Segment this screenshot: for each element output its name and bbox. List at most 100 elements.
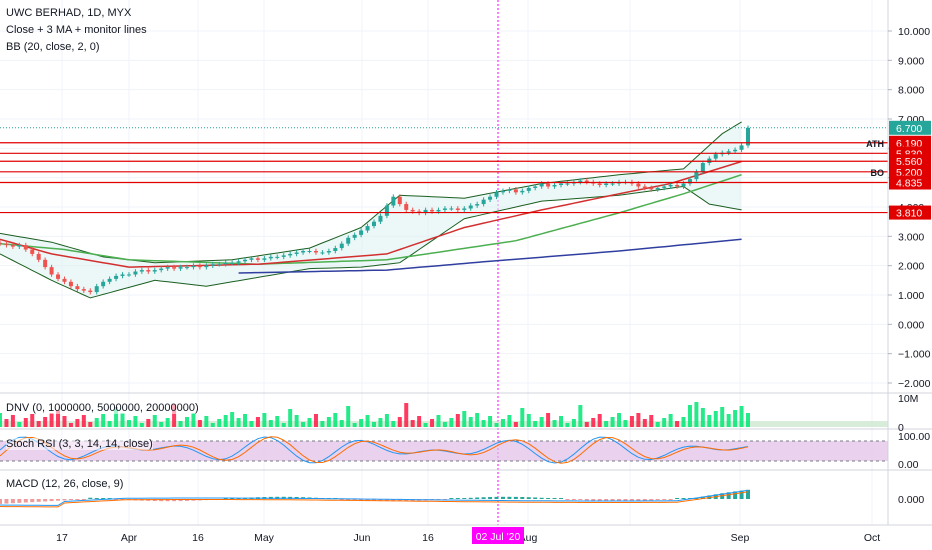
volume-bar: [384, 414, 389, 427]
bb-legend[interactable]: BB (20, close, 2, 0): [6, 41, 100, 53]
volume-bar: [578, 405, 583, 427]
volume-bar: [191, 413, 196, 427]
volume-bar: [62, 416, 67, 427]
macd-histogram-bar: [56, 499, 61, 501]
macd-histogram-bar: [681, 498, 686, 499]
candle-body: [30, 249, 35, 254]
candle-body: [733, 149, 738, 152]
candle-body: [552, 185, 557, 187]
price-tick-label: −1.000: [898, 349, 931, 361]
monitor-line-price-label-bg: [889, 175, 931, 190]
monitor-line-price-label: 3.810: [896, 208, 922, 220]
price-tick-label: 10.000: [898, 26, 930, 38]
candle-body: [36, 253, 41, 260]
candle-body: [68, 281, 73, 287]
stoch-rsi-legend[interactable]: Stoch RSI (3, 3, 14, 14, close): [6, 438, 153, 450]
volume-bar: [494, 423, 499, 427]
volume-bar: [455, 414, 460, 427]
macd-histogram-bar: [546, 498, 551, 499]
macd-histogram-bar: [359, 499, 364, 501]
macd-histogram-bar: [507, 496, 512, 499]
price-tick-label: 2.000: [898, 261, 924, 273]
volume-bar: [617, 413, 622, 427]
volume-bar: [707, 415, 712, 427]
candle-body: [81, 289, 86, 291]
ma-red-line: [0, 160, 742, 268]
volume-bar: [668, 414, 673, 427]
macd-histogram-bar: [591, 499, 596, 501]
candle-body: [475, 204, 480, 206]
candle-body: [372, 221, 376, 227]
macd-legend[interactable]: MACD (12, 26, close, 9): [6, 478, 124, 490]
macd-histogram-bar: [391, 499, 396, 502]
volume-bar: [243, 414, 248, 427]
volume-bar: [346, 406, 351, 427]
volume-bar: [423, 423, 428, 427]
volume-bar: [4, 419, 9, 427]
volume-bar: [236, 418, 241, 427]
candle-body: [255, 258, 260, 260]
candle-body: [236, 261, 241, 263]
candle-body: [746, 127, 750, 146]
candle-body: [94, 286, 99, 293]
candle-body: [539, 183, 544, 187]
volume-bar: [391, 421, 396, 427]
volume-bar: [642, 419, 647, 427]
macd-histogram-bar: [36, 499, 41, 502]
monitor-line-price-label: 4.835: [896, 178, 922, 190]
volume-bar: [507, 415, 512, 427]
macd-histogram-bar: [700, 496, 705, 499]
macd-histogram-bar: [372, 499, 376, 501]
stoch-axis-label: 0.00: [898, 459, 919, 471]
volume-bar: [687, 405, 692, 427]
macd-histogram-bar: [629, 499, 634, 502]
candle-body: [165, 267, 170, 269]
macd-histogram-bar: [172, 499, 177, 502]
candle-body: [217, 264, 222, 266]
volume-bar: [430, 419, 435, 427]
candle-body: [120, 274, 125, 276]
volume-bar: [68, 423, 73, 427]
volume-bar: [604, 421, 609, 427]
time-axis-label: May: [254, 532, 275, 544]
monitor-line-tag: BO: [871, 168, 885, 178]
volume-bar: [520, 408, 525, 427]
volume-bar: [629, 416, 634, 427]
candle-body: [210, 264, 215, 266]
ma-legend[interactable]: Close + 3 MA + monitor lines: [6, 24, 147, 36]
volume-bar: [720, 407, 725, 427]
monitor-lines: ATH BO: [0, 127, 888, 214]
volume-bar: [655, 422, 660, 427]
macd-histogram-bar: [739, 490, 744, 499]
volume-bar: [294, 415, 299, 427]
macd-histogram-bar: [526, 497, 531, 499]
candle-body: [430, 209, 435, 212]
macd-histogram-bar: [352, 499, 357, 501]
candle-body: [0, 242, 2, 244]
ma-green-line: [0, 173, 742, 265]
volume-bar: [359, 419, 364, 427]
time-axis-label: Jun: [354, 532, 371, 544]
macd-signal-line: [0, 491, 749, 508]
chart-symbol-title[interactable]: UWC BERHAD, 1D, MYX: [6, 7, 132, 19]
volume-bar: [197, 420, 202, 427]
candle-body: [4, 243, 9, 246]
volume-bar: [159, 422, 164, 427]
candle-body: [197, 265, 202, 268]
volume-legend[interactable]: DNV (0, 1000000, 5000000, 20000000): [6, 402, 199, 414]
date-marker-label: 02 Jul '20: [476, 531, 521, 543]
volume-bar: [10, 415, 15, 427]
candle-body: [500, 190, 505, 193]
candle-body: [559, 183, 563, 185]
candle-body: [17, 245, 22, 247]
volume-bar: [372, 422, 376, 427]
macd-histogram-bar: [10, 499, 15, 504]
volume-bar: [126, 420, 131, 427]
volume-bar: [101, 414, 106, 427]
volume-bar: [559, 416, 563, 427]
macd-histogram-bar: [468, 497, 473, 499]
volume-bar: [146, 419, 151, 427]
volume-bar: [713, 411, 718, 427]
